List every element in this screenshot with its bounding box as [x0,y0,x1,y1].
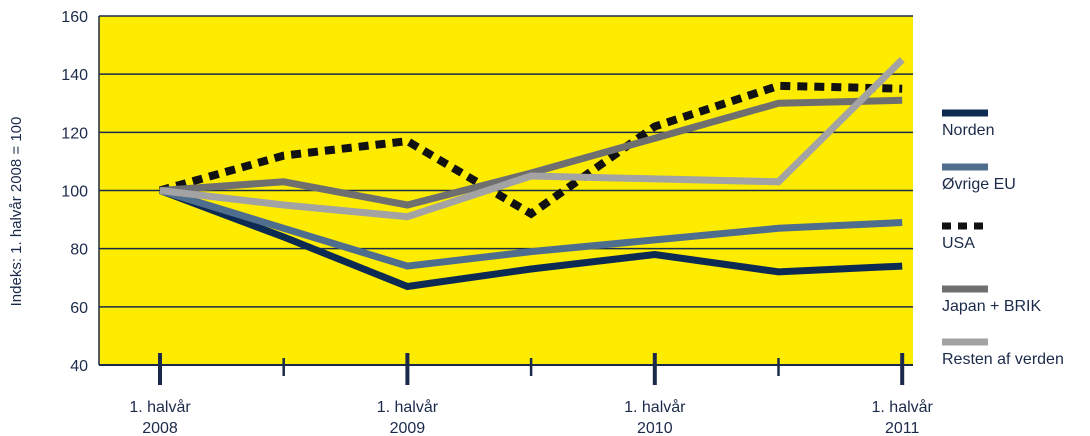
y-tick-label: 80 [70,242,88,259]
x-tick-label: 1. halvår [624,398,686,416]
x-tick-label: 1. halvår [129,398,191,416]
legend-label: Øvrige EU [942,176,1016,193]
x-tick-label: 2009 [390,420,426,436]
legend-label: Norden [942,122,994,139]
y-tick-label: 40 [70,358,88,375]
x-tick-label: 1. halvår [377,398,439,416]
x-tick-label: 1. halvår [872,398,934,416]
y-axis-ticks: 40 60 80 100 120 140 160 [61,9,88,375]
legend-label: USA [942,235,975,252]
y-tick-label: 160 [61,9,88,26]
series-line-usa [158,81,903,219]
legend-label: Resten af verden [942,351,1064,368]
series-lines [158,57,905,291]
series-line-norden [158,187,903,291]
legend: Norden Øvrige EU USA Japan + BRIK Resten af … [942,109,1064,368]
y-tick-label: 140 [61,67,88,84]
x-axis: 1. halvår 2008 1. halvår 2009 1. halvår 2010 1… [129,353,934,436]
x-tick-label: 2008 [142,420,178,436]
x-tick-label: 2010 [637,420,673,436]
y-tick-label: 60 [70,300,88,317]
y-tick-label: 100 [61,184,88,201]
x-tick-label: 2011 [885,420,920,436]
legend-label: Japan + BRIK [942,298,1042,315]
series-line-resten-af-verden [159,57,905,221]
series-line-øvrige-eu [158,187,903,270]
y-tick-label: 120 [61,125,88,142]
y-axis-label: Indeks: 1. halvår 2008 = 100 [8,117,25,307]
gridlines [98,15,913,366]
